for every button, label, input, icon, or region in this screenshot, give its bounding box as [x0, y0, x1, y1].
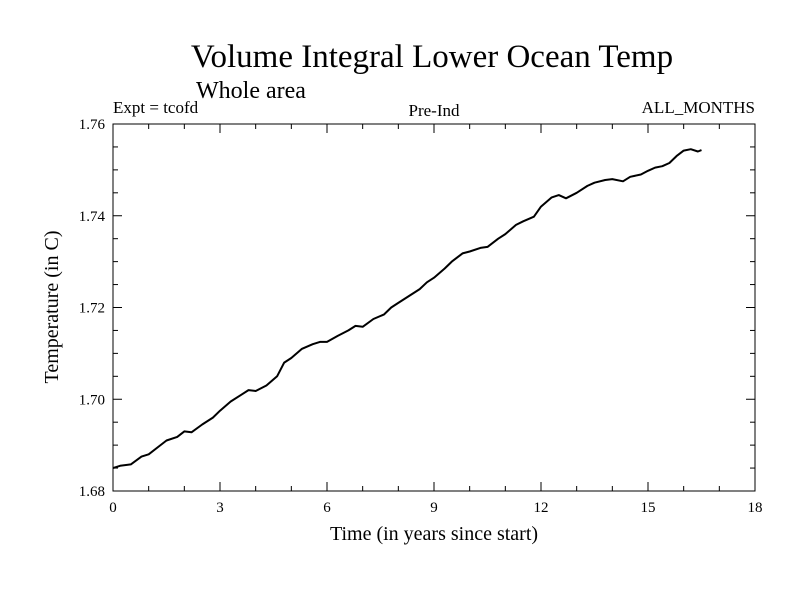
period-label: Pre-Ind — [409, 101, 460, 120]
y-tick-label: 1.72 — [79, 301, 105, 317]
plot-frame — [112, 123, 756, 492]
y-tick-label: 1.70 — [79, 392, 105, 408]
x-tick-label: 0 — [109, 500, 117, 516]
x-tick-label: 15 — [641, 500, 656, 516]
x-tick-label: 18 — [748, 500, 763, 516]
chart-title: Volume Integral Lower Ocean Temp — [191, 39, 673, 75]
x-tick-label: 12 — [534, 500, 549, 516]
x-tick-label: 6 — [323, 500, 331, 516]
y-tick-label: 1.74 — [79, 209, 106, 225]
axis-ticks — [112, 123, 756, 492]
y-tick-labels: 1.68 1.70 1.72 1.74 1.76 — [79, 117, 106, 500]
months-label: ALL_MONTHS — [642, 98, 755, 117]
series-line-temperature — [112, 148, 702, 470]
x-tick-labels: 0 3 6 9 12 15 18 — [109, 500, 762, 516]
y-tick-label: 1.68 — [79, 484, 105, 500]
x-tick-label: 9 — [430, 500, 438, 516]
y-axis-label: Temperature (in C) — [41, 231, 63, 384]
y-tick-label: 1.76 — [79, 117, 106, 133]
experiment-label: Expt = tcofd — [113, 98, 199, 117]
x-tick-label: 3 — [216, 500, 224, 516]
chart-subtitle: Whole area — [196, 78, 306, 104]
x-axis-label: Time (in years since start) — [330, 523, 538, 545]
